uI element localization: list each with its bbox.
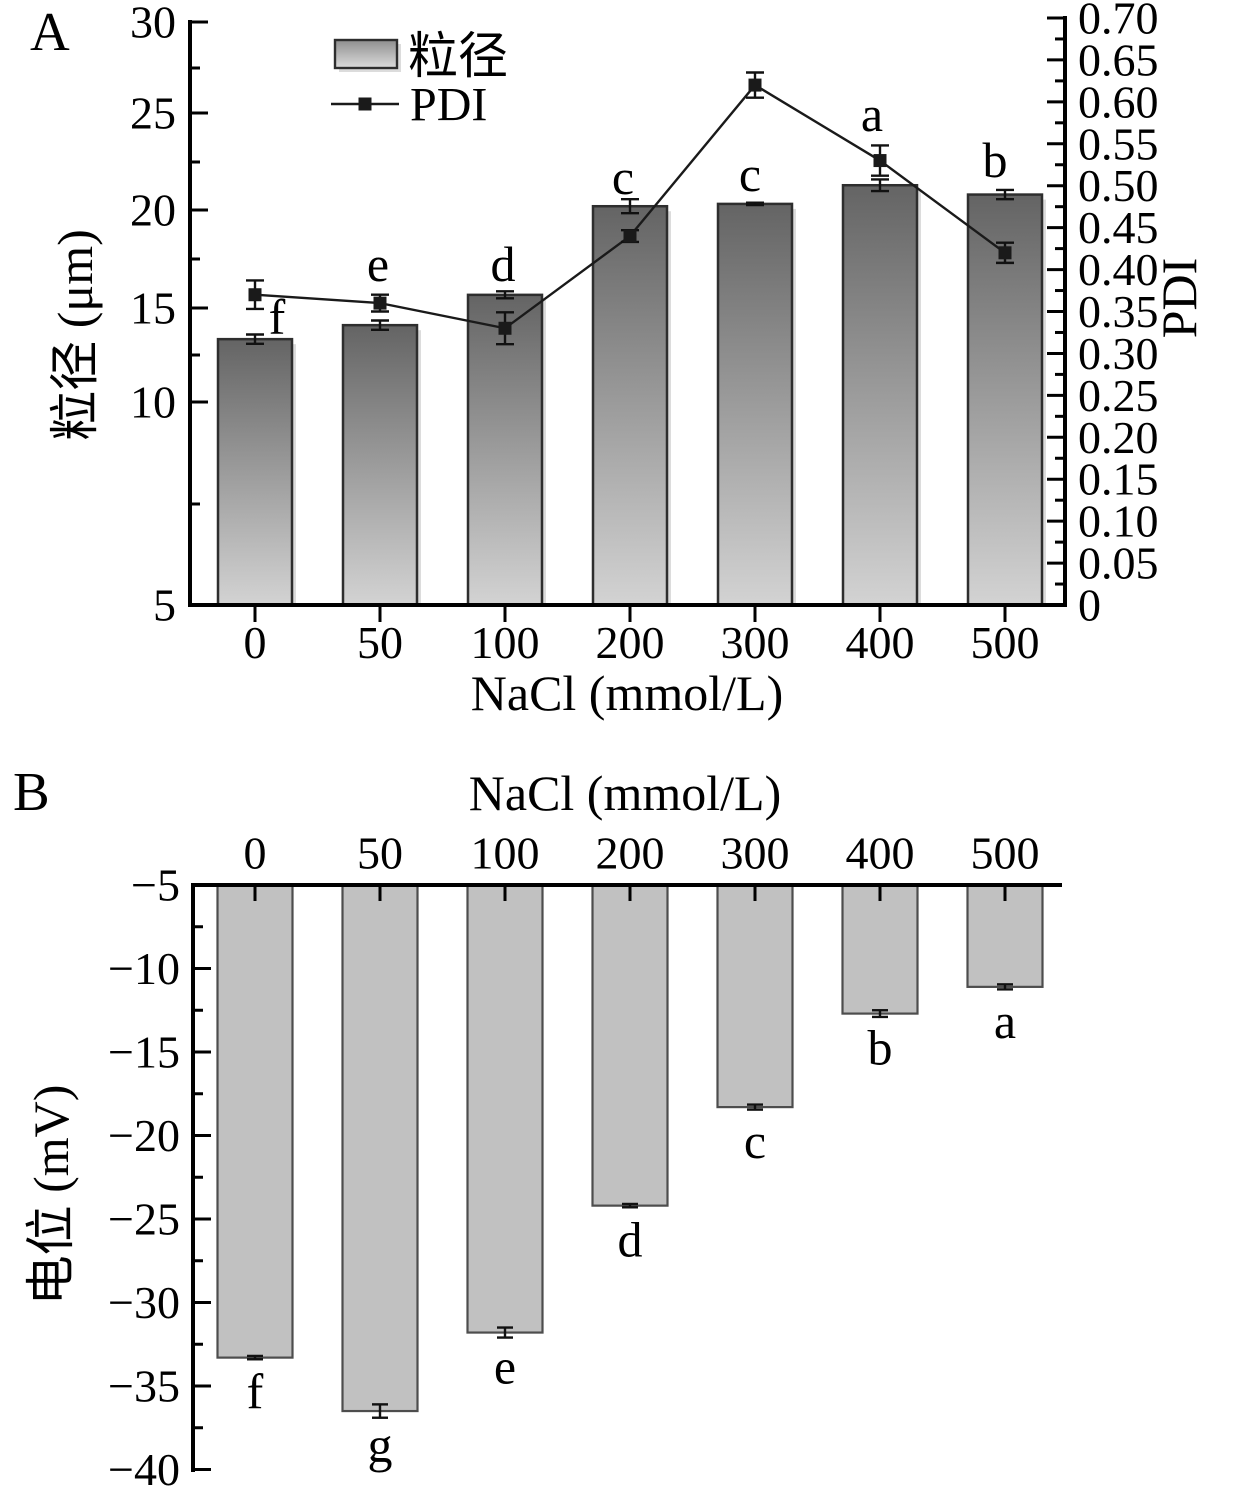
left-tick-label: 20 bbox=[130, 185, 176, 236]
legend-label-pdi: PDI bbox=[410, 79, 487, 132]
bar-particle-size bbox=[716, 202, 794, 607]
sig-letter: d bbox=[618, 1212, 643, 1268]
sig-letter: f bbox=[247, 1364, 264, 1420]
bar-zeta-potential bbox=[341, 883, 419, 1413]
x-tick-label: 50 bbox=[357, 617, 403, 668]
bar-particle-size bbox=[841, 183, 919, 607]
panel-a-chart: fe dc cab302520151050.700.650.600.550.500.… bbox=[30, 0, 1207, 721]
panel-b-label: B bbox=[13, 761, 50, 822]
right-tick-label: 0.05 bbox=[1078, 538, 1159, 589]
top-tick-label: 50 bbox=[357, 828, 403, 879]
pdi-marker bbox=[873, 154, 887, 168]
pdi-marker bbox=[498, 321, 512, 335]
legend-bar-swatch bbox=[333, 38, 399, 70]
left-tick-label: −40 bbox=[108, 1444, 180, 1495]
right-axis-title: PDI bbox=[1151, 258, 1207, 339]
panel-b-chart: f g e d c b a −5 −10 −15 −20 −25 −30 −35 −40 0 50 100 200 3… bbox=[13, 761, 1062, 1495]
sig-letter: a bbox=[861, 86, 883, 142]
x-tick-label: 300 bbox=[721, 617, 790, 668]
legend-label-particle-size: 粒径 bbox=[408, 28, 508, 84]
pdi-marker bbox=[998, 246, 1012, 260]
left-tick-label: 5 bbox=[153, 580, 176, 631]
top-tick-label: 500 bbox=[971, 828, 1040, 879]
pdi-marker bbox=[248, 288, 262, 302]
x-axis-title: NaCl (mmol/L) bbox=[471, 665, 783, 721]
left-axis-title: 粒径 (μm) bbox=[47, 229, 103, 441]
right-tick-label: 0.15 bbox=[1078, 454, 1159, 505]
left-tick-label: −10 bbox=[108, 943, 180, 994]
bar-zeta-potential bbox=[716, 883, 794, 1109]
bar-particle-size bbox=[216, 337, 294, 607]
left-tick-label: 30 bbox=[130, 0, 176, 48]
x-tick-label: 200 bbox=[596, 617, 665, 668]
bar-zeta-potential bbox=[591, 883, 669, 1207]
right-tick-label: 0.20 bbox=[1078, 412, 1159, 463]
pdi-marker bbox=[748, 78, 762, 92]
left-tick-label: −30 bbox=[108, 1277, 180, 1328]
left-tick-label: 10 bbox=[130, 377, 176, 428]
bar-particle-size bbox=[591, 204, 669, 607]
right-tick-label: 0 bbox=[1078, 580, 1101, 631]
legend-square-marker bbox=[358, 97, 372, 111]
top-tick-label: 0 bbox=[244, 828, 267, 879]
sig-letter: b bbox=[868, 1020, 893, 1076]
right-tick-label: 0.50 bbox=[1078, 160, 1159, 211]
x-tick-label: 400 bbox=[846, 617, 915, 668]
right-tick-label: 0.55 bbox=[1078, 118, 1159, 169]
right-tick-label: 0.65 bbox=[1078, 34, 1159, 85]
bar-particle-size bbox=[466, 293, 544, 607]
sig-letter: c bbox=[744, 1113, 766, 1169]
x-tick-label: 500 bbox=[971, 617, 1040, 668]
top-tick-label: 200 bbox=[596, 828, 665, 879]
sig-letter: c bbox=[612, 149, 634, 205]
sig-letter: d bbox=[491, 236, 516, 292]
left-tick-label: −5 bbox=[131, 860, 180, 911]
x-tick-label: 0 bbox=[244, 617, 267, 668]
sig-letter: g bbox=[368, 1417, 393, 1473]
right-tick-label: 0.10 bbox=[1078, 496, 1159, 547]
bar-zeta-potential bbox=[466, 883, 544, 1334]
sig-letter: a bbox=[994, 993, 1016, 1049]
top-tick-label: 400 bbox=[846, 828, 915, 879]
left-tick-label: −25 bbox=[108, 1194, 180, 1245]
right-tick-label: 0.60 bbox=[1078, 76, 1159, 127]
bar-zeta-potential bbox=[841, 883, 919, 1015]
sig-letter: f bbox=[269, 289, 286, 345]
top-tick-label: 100 bbox=[471, 828, 540, 879]
bar-particle-size bbox=[341, 323, 419, 607]
right-tick-label: 0.40 bbox=[1078, 244, 1159, 295]
right-tick-label: 0.30 bbox=[1078, 328, 1159, 379]
left-tick-label: −35 bbox=[108, 1361, 180, 1412]
sig-letter: c bbox=[739, 146, 761, 202]
right-tick-label: 0.35 bbox=[1078, 286, 1159, 337]
left-tick-label: 25 bbox=[130, 88, 176, 139]
sig-letter: b bbox=[983, 132, 1008, 188]
pdi-marker bbox=[373, 296, 387, 310]
sig-letter: e bbox=[494, 1339, 516, 1395]
top-tick-label: 300 bbox=[721, 828, 790, 879]
sig-letter: e bbox=[367, 236, 389, 292]
left-axis-title: 电位 (mV) bbox=[23, 1085, 79, 1306]
right-tick-label: 0.70 bbox=[1078, 0, 1159, 44]
right-tick-label: 0.45 bbox=[1078, 202, 1159, 253]
left-tick-label: −20 bbox=[108, 1110, 180, 1161]
panel-a-label: A bbox=[30, 1, 70, 62]
bar-zeta-potential bbox=[216, 883, 294, 1359]
left-tick-label: −15 bbox=[108, 1027, 180, 1078]
top-axis-title: NaCl (mmol/L) bbox=[469, 765, 781, 821]
left-tick-label: 15 bbox=[130, 283, 176, 334]
right-tick-label: 0.25 bbox=[1078, 370, 1159, 421]
pdi-marker bbox=[623, 229, 637, 243]
x-tick-label: 100 bbox=[471, 617, 540, 668]
